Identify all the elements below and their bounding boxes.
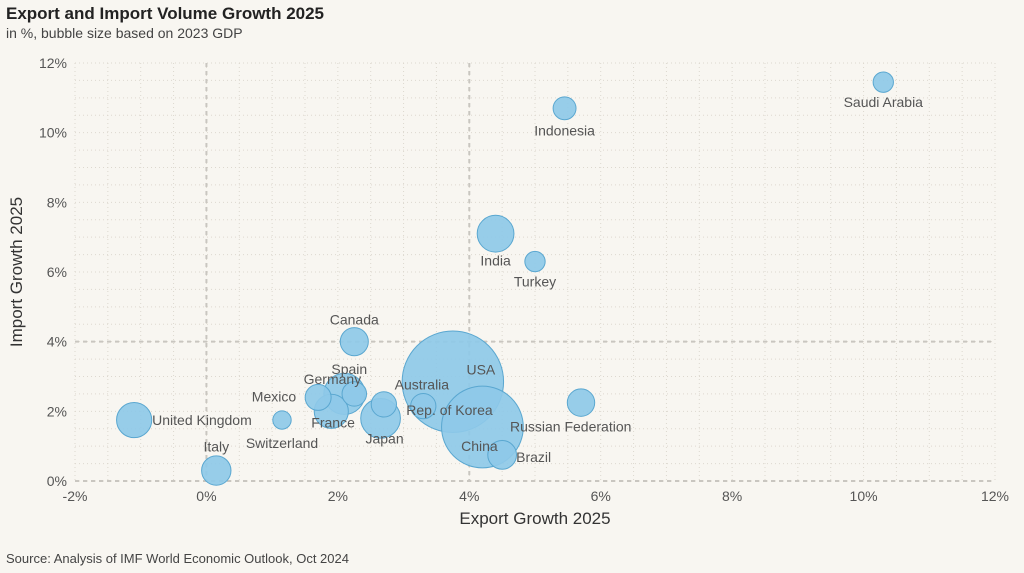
point-label: India bbox=[480, 253, 511, 269]
bubble[interactable] bbox=[341, 381, 368, 407]
x-tick-label: 10% bbox=[850, 488, 878, 504]
bubble[interactable] bbox=[566, 388, 596, 417]
bubble[interactable] bbox=[552, 96, 577, 121]
y-tick-label: 6% bbox=[47, 264, 67, 280]
chart-subtitle: in %, bubble size based on 2023 GDP bbox=[6, 25, 243, 41]
point-label: USA bbox=[466, 362, 495, 378]
bubble[interactable] bbox=[304, 383, 332, 411]
y-tick-label: 2% bbox=[47, 403, 67, 419]
bubble[interactable] bbox=[476, 214, 515, 253]
bubble[interactable] bbox=[201, 455, 232, 486]
bubble[interactable] bbox=[272, 410, 292, 430]
x-axis-title: Export Growth 2025 bbox=[459, 509, 610, 528]
y-tick-label: 0% bbox=[47, 473, 67, 489]
x-tick-label: -2% bbox=[63, 488, 88, 504]
y-tick-label: 4% bbox=[47, 334, 67, 350]
bubble[interactable] bbox=[872, 71, 894, 93]
point-label: Switzerland bbox=[246, 435, 318, 451]
x-tick-label: 2% bbox=[328, 488, 348, 504]
y-tick-label: 8% bbox=[47, 194, 67, 210]
x-tick-label: 6% bbox=[591, 488, 611, 504]
source-note: Source: Analysis of IMF World Economic O… bbox=[6, 551, 349, 566]
point-label: Russian Federation bbox=[510, 419, 631, 435]
y-tick-label: 12% bbox=[39, 55, 67, 71]
reference-lines bbox=[75, 63, 995, 482]
bubble[interactable] bbox=[487, 440, 518, 470]
point-label: Rep. of Korea bbox=[406, 402, 493, 418]
bubble[interactable] bbox=[116, 401, 153, 439]
x-tick-label: 0% bbox=[196, 488, 216, 504]
point-label: Saudi Arabia bbox=[844, 94, 924, 110]
point-label: Japan bbox=[365, 430, 403, 446]
bubble[interactable] bbox=[410, 392, 437, 420]
chart-title: Export and Import Volume Growth 2025 bbox=[6, 4, 325, 23]
point-label: Spain bbox=[331, 361, 367, 377]
point-label: Turkey bbox=[514, 274, 556, 290]
point-label: Mexico bbox=[252, 388, 297, 404]
point-label: China bbox=[461, 438, 498, 454]
bubble[interactable] bbox=[524, 250, 546, 273]
x-tick-label: 8% bbox=[722, 488, 742, 504]
bubbles bbox=[116, 71, 894, 486]
point-label: Italy bbox=[203, 439, 229, 455]
point-label: Brazil bbox=[516, 449, 551, 465]
bubble[interactable] bbox=[339, 327, 369, 357]
y-tick-label: 10% bbox=[39, 125, 67, 141]
point-label: Canada bbox=[330, 312, 379, 328]
point-label: Indonesia bbox=[534, 122, 595, 138]
point-label: France bbox=[311, 414, 355, 430]
point-label: Australia bbox=[395, 376, 450, 392]
x-tick-label: 12% bbox=[981, 488, 1009, 504]
bubble[interactable] bbox=[370, 391, 397, 418]
tick-labels: -2% 0% 2% 4% 6% 8% 10% 12%0%2%4%6%8%10%12% bbox=[39, 55, 1009, 504]
y-axis-title: Import Growth 2025 bbox=[7, 197, 26, 347]
x-tick-label: 4% bbox=[459, 488, 479, 504]
point-label: United Kingdom bbox=[152, 412, 252, 428]
point-label: Germany bbox=[304, 371, 362, 387]
